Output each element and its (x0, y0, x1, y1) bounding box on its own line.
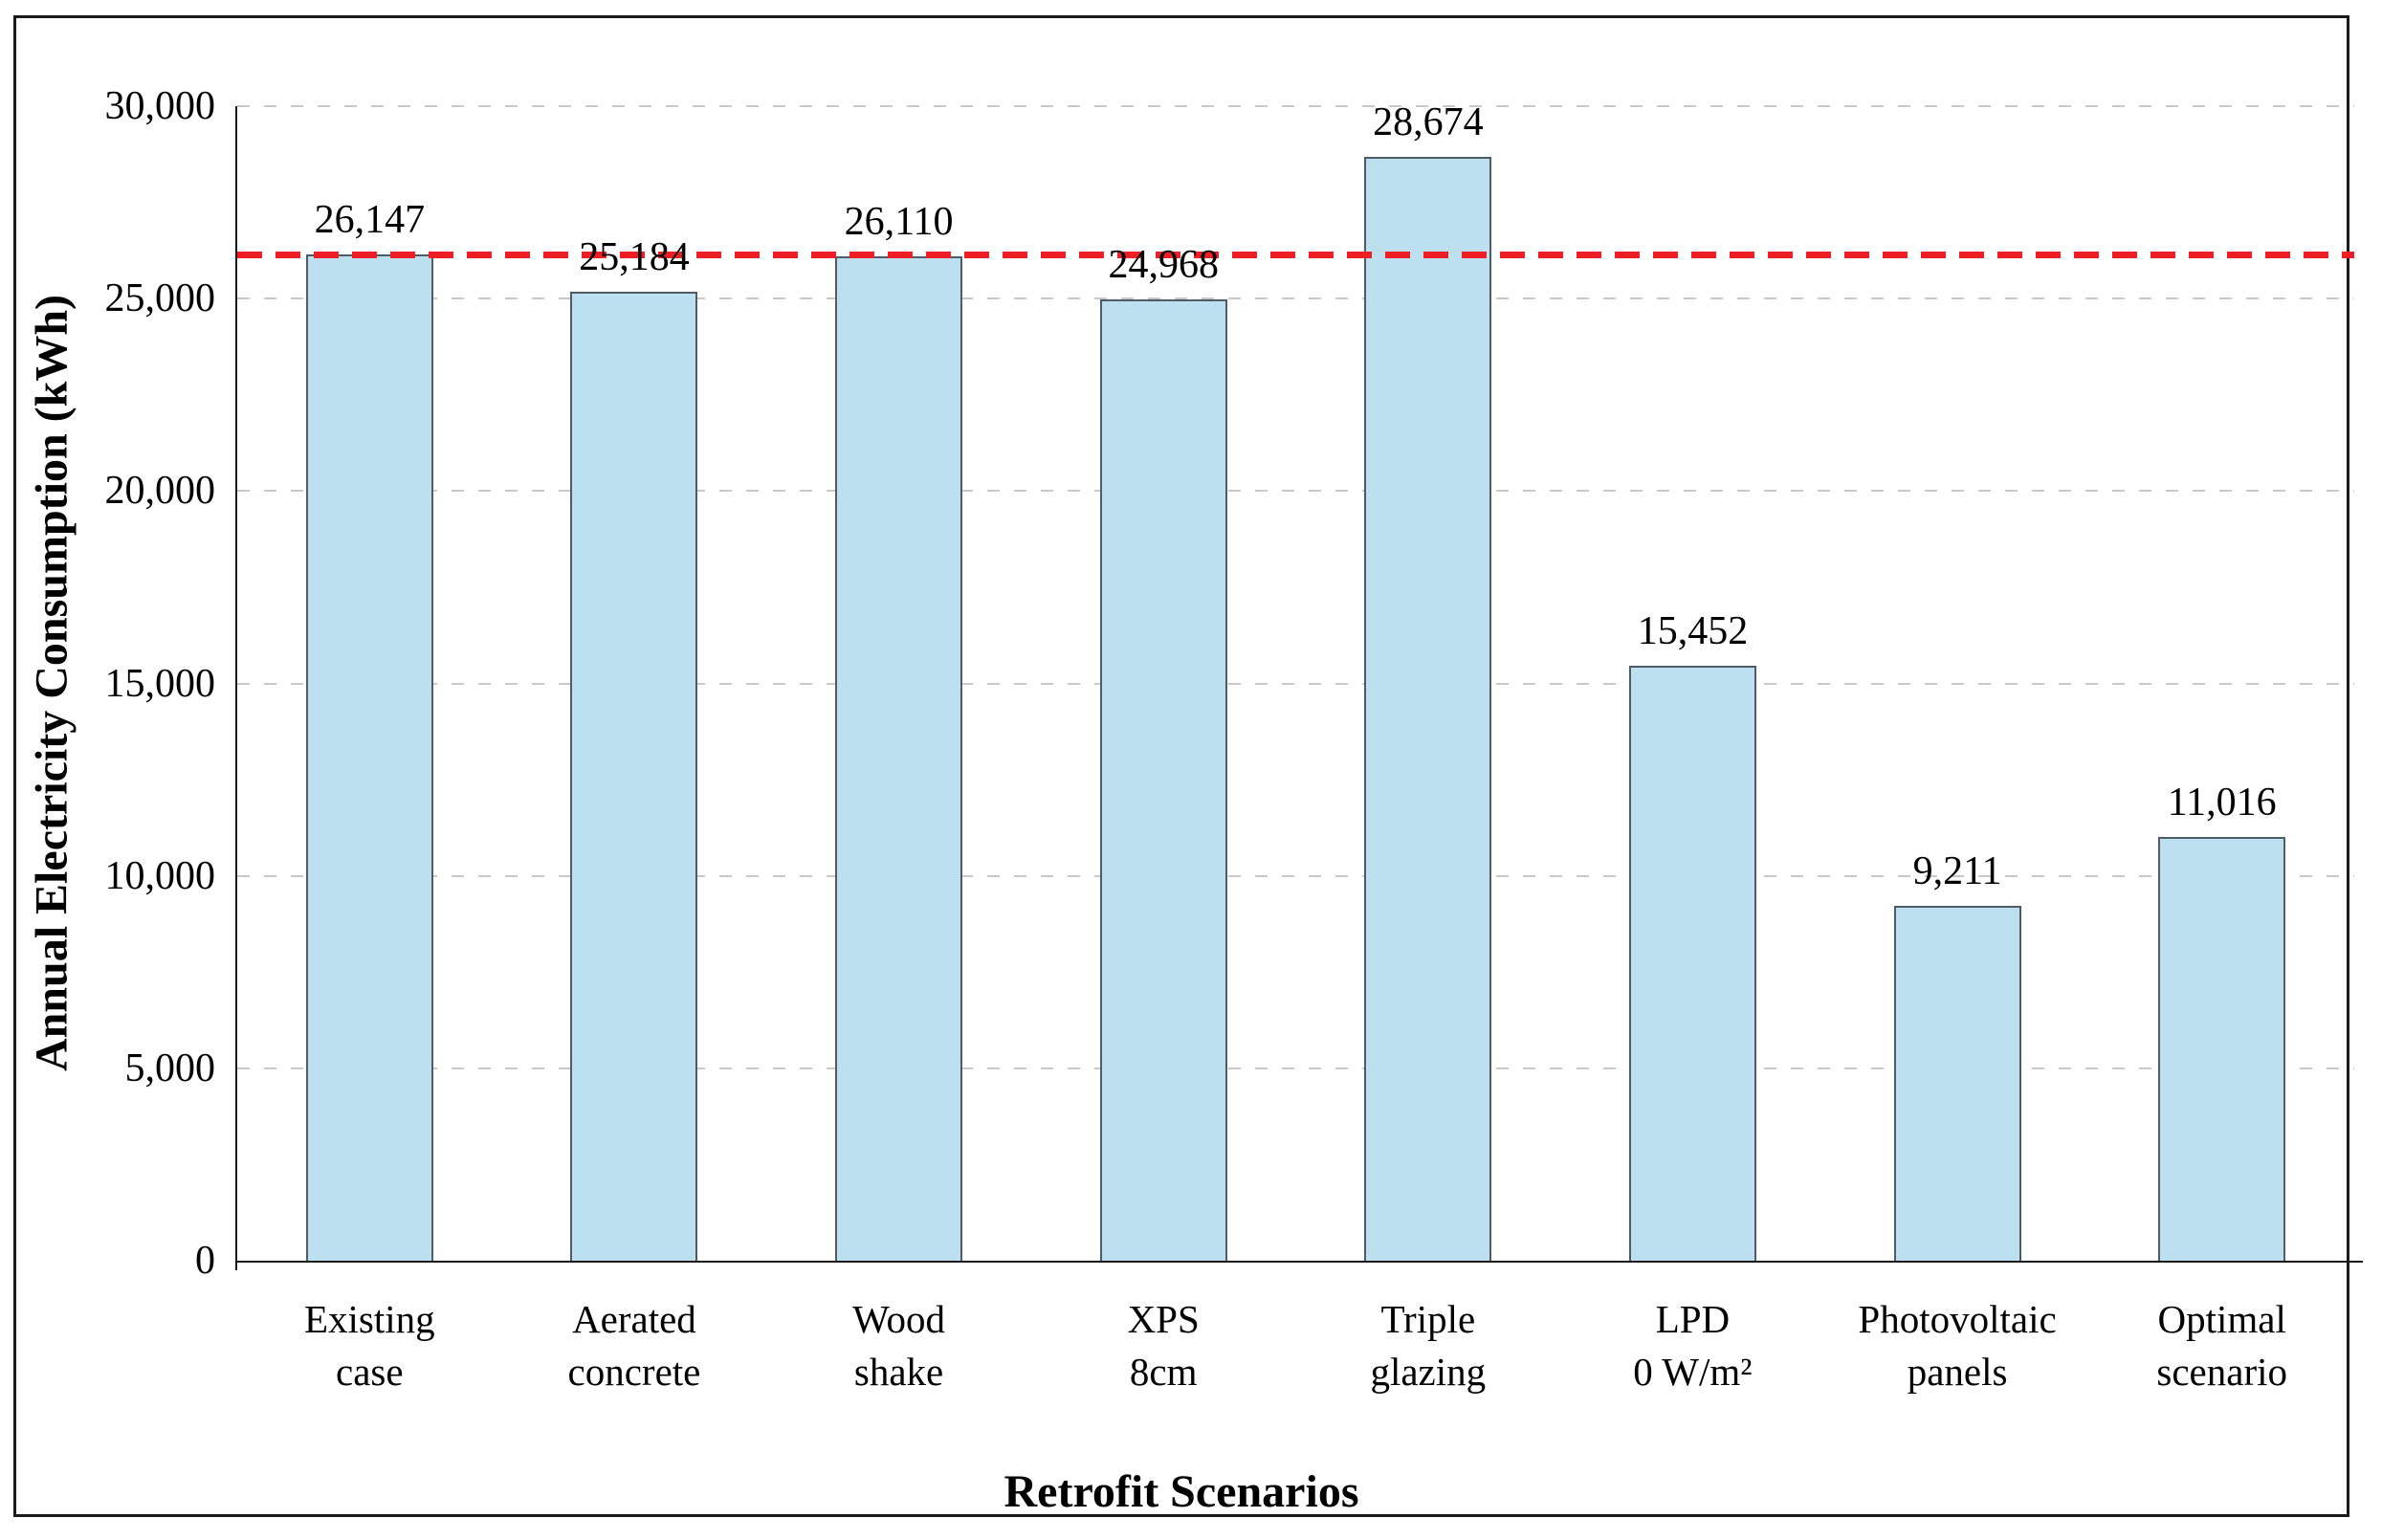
bar-8 (2158, 836, 2286, 1261)
gridline-30000 (237, 105, 2354, 107)
category-label: Aerated concrete (502, 1293, 767, 1398)
category-label-line: 8cm (1129, 1350, 1198, 1394)
bar-4 (1099, 299, 1227, 1261)
x-axis-line (237, 1261, 2363, 1263)
y-axis-line (235, 106, 237, 1270)
category-label-line: LPD (1655, 1297, 1731, 1341)
reference-dashed-line (237, 251, 2354, 258)
bar-value-label: 26,110 (844, 199, 954, 244)
category-label-line: scenario (2156, 1350, 2287, 1394)
bar-7 (1893, 906, 2021, 1261)
x-axis-title: Retrofit Scenarios (1004, 1466, 1359, 1517)
category-label: Wood shake (766, 1293, 1031, 1398)
category-label-line: case (336, 1350, 404, 1394)
category-label: LPD 0 W/m² (1560, 1293, 1825, 1398)
bar-value-label: 15,452 (1637, 609, 1749, 654)
category-label-line: Triple (1380, 1297, 1476, 1341)
plot-area: 26,147 25,184 26,110 24,968 28,674 15,452 9,21… (237, 100, 2363, 1263)
bar-5 (1364, 157, 1492, 1261)
category-label: XPS 8cm (1031, 1293, 1296, 1398)
gridline-15000 (237, 682, 2354, 685)
bar-value-label: 11,016 (2167, 780, 2277, 825)
gridline-10000 (237, 874, 2354, 877)
bar-3 (835, 255, 963, 1261)
y-tick-label: 25,000 (104, 276, 216, 321)
category-label-line: glazing (1370, 1350, 1487, 1394)
y-tick-label: 30,000 (104, 84, 216, 128)
gridline-25000 (237, 297, 2354, 300)
y-tick-label: 15,000 (104, 661, 216, 706)
bar-value-label: 25,184 (579, 234, 690, 279)
category-label-line: shake (853, 1350, 944, 1394)
category-label-line: Optimal (2157, 1297, 2286, 1341)
y-axis-title: Annual Electricity Consumption (kWh) (26, 294, 77, 1072)
category-label: Existing case (237, 1293, 502, 1398)
y-tick-label: 20,000 (104, 469, 216, 514)
bar-1 (305, 254, 433, 1261)
y-tick-label: 10,000 (104, 853, 216, 898)
category-label-line: concrete (567, 1350, 701, 1394)
y-tick-label: 5,000 (124, 1045, 216, 1090)
bar-value-label: 28,674 (1373, 100, 1484, 145)
gridline-5000 (237, 1067, 2354, 1069)
bar-value-label: 26,147 (314, 198, 426, 243)
category-label-line: panels (1907, 1350, 2008, 1394)
category-label-line: Photovoltaic (1858, 1297, 2057, 1341)
y-tick-label: 0 (195, 1239, 215, 1283)
category-label-line: Aerated (572, 1297, 696, 1341)
category-label-line: XPS (1127, 1297, 1200, 1341)
gridline-20000 (237, 490, 2354, 493)
category-label-line: Existing (303, 1297, 435, 1341)
bar-value-label: 9,211 (1912, 849, 2002, 894)
category-label: Triple glazing (1296, 1293, 1561, 1398)
category-label: Photovoltaic panels (1825, 1293, 2090, 1398)
category-label-line: Wood (852, 1297, 946, 1341)
bar-2 (570, 291, 698, 1261)
bar-value-label: 24,968 (1108, 243, 1219, 288)
category-label-line: 0 W/m² (1633, 1350, 1753, 1394)
category-label: Optimal scenario (2089, 1293, 2354, 1398)
bar-6 (1628, 666, 1756, 1261)
